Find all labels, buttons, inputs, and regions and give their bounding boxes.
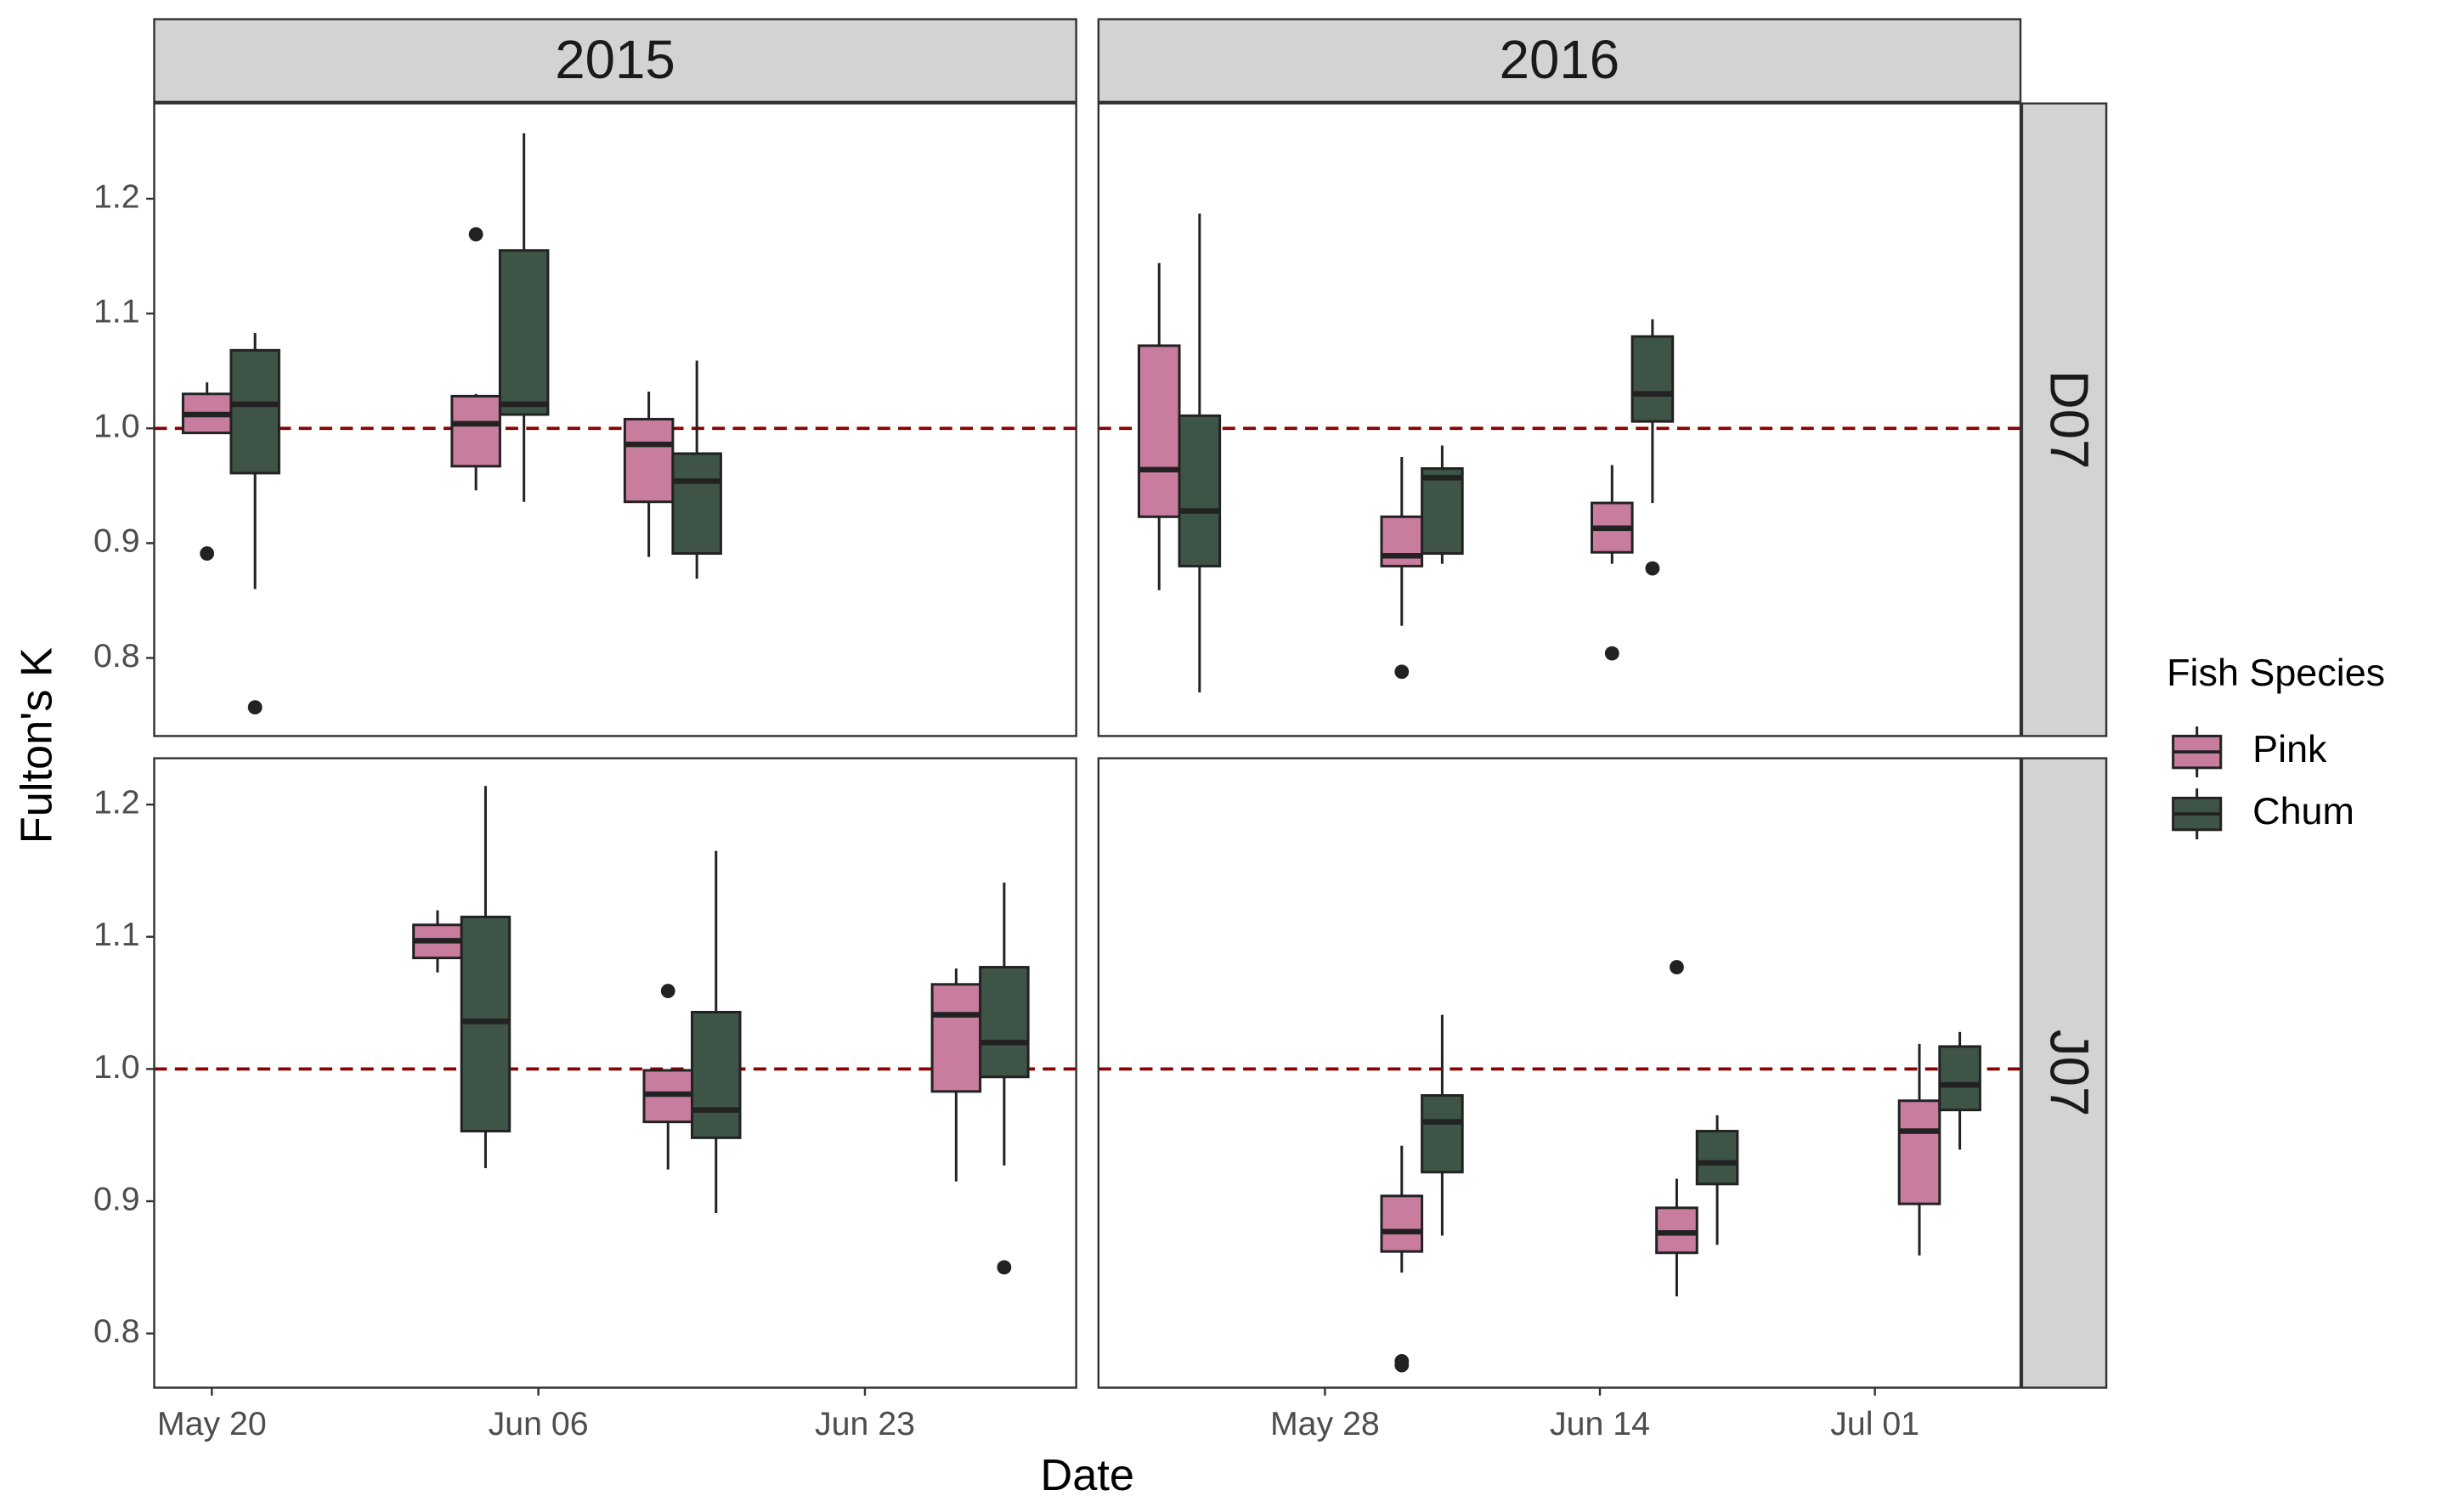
box xyxy=(1380,1194,1424,1253)
y-tick-label: 1.1 xyxy=(93,916,140,953)
x-tick-label: Jul 01 xyxy=(1830,1405,1919,1442)
panel-border xyxy=(1097,757,2022,1389)
x-tick-label: May 28 xyxy=(1270,1405,1380,1442)
row-strip-label: D07 xyxy=(2039,370,2099,470)
box xyxy=(690,1010,742,1139)
outlier xyxy=(1394,664,1410,680)
y-tick-label: 0.9 xyxy=(93,1180,140,1217)
outlier xyxy=(468,227,483,242)
box xyxy=(1178,414,1222,567)
box xyxy=(1421,467,1464,556)
box xyxy=(979,966,1030,1079)
panel xyxy=(1098,103,2020,737)
outlier xyxy=(1604,646,1619,661)
box xyxy=(450,394,501,468)
y-tick-label: 0.9 xyxy=(93,522,140,560)
x-tick-label: Jun 06 xyxy=(489,1405,589,1442)
y-tick-label: 1.0 xyxy=(93,1048,140,1086)
y-tick-label: 1.1 xyxy=(93,292,140,330)
box xyxy=(1137,344,1181,518)
legend-title: Fish Species xyxy=(2167,651,2385,694)
panel xyxy=(154,103,1077,737)
legend-label: Chum xyxy=(2252,789,2354,833)
legend-label: Pink xyxy=(2252,727,2327,770)
panel-border xyxy=(153,102,1077,737)
row-strip xyxy=(2020,757,2108,1389)
outlier xyxy=(997,1260,1012,1275)
panel xyxy=(154,758,1077,1388)
y-tick-label: 0.8 xyxy=(93,1312,140,1350)
box xyxy=(623,417,675,504)
box xyxy=(1380,515,1424,567)
box xyxy=(1897,1099,1941,1205)
y-axis-title: Fulton's K xyxy=(13,647,62,844)
box xyxy=(671,452,722,556)
panel-border xyxy=(153,757,1077,1389)
outlier xyxy=(1394,1357,1410,1373)
y-tick-label: 1.2 xyxy=(93,783,140,821)
x-axis-title: Date xyxy=(1040,1451,1134,1500)
row-strip-label: J07 xyxy=(2039,1030,2099,1117)
outlier xyxy=(200,546,215,561)
outlier xyxy=(1670,960,1684,974)
box xyxy=(1630,335,1675,423)
panel xyxy=(1098,758,2020,1388)
box xyxy=(1421,1094,1464,1174)
panel-border xyxy=(1097,102,2022,737)
x-tick-label: Jun 14 xyxy=(1550,1405,1650,1442)
row-strip xyxy=(2020,102,2108,737)
column-strip-label: 2016 xyxy=(1500,30,1620,90)
column-strip xyxy=(153,18,1077,104)
outlier xyxy=(660,984,675,998)
y-tick-label: 0.8 xyxy=(93,637,140,674)
outlier xyxy=(1645,561,1660,576)
x-tick-label: Jun 23 xyxy=(815,1405,915,1442)
box xyxy=(229,348,280,475)
column-strip xyxy=(1097,18,2022,104)
outlier xyxy=(247,700,263,715)
y-tick-label: 1.2 xyxy=(93,178,140,215)
x-tick-label: May 20 xyxy=(157,1405,267,1442)
box xyxy=(930,983,982,1093)
box xyxy=(1938,1045,1981,1112)
box xyxy=(498,249,550,416)
y-tick-label: 1.0 xyxy=(93,408,140,445)
box xyxy=(1695,1130,1739,1186)
column-strip-label: 2015 xyxy=(555,30,675,90)
